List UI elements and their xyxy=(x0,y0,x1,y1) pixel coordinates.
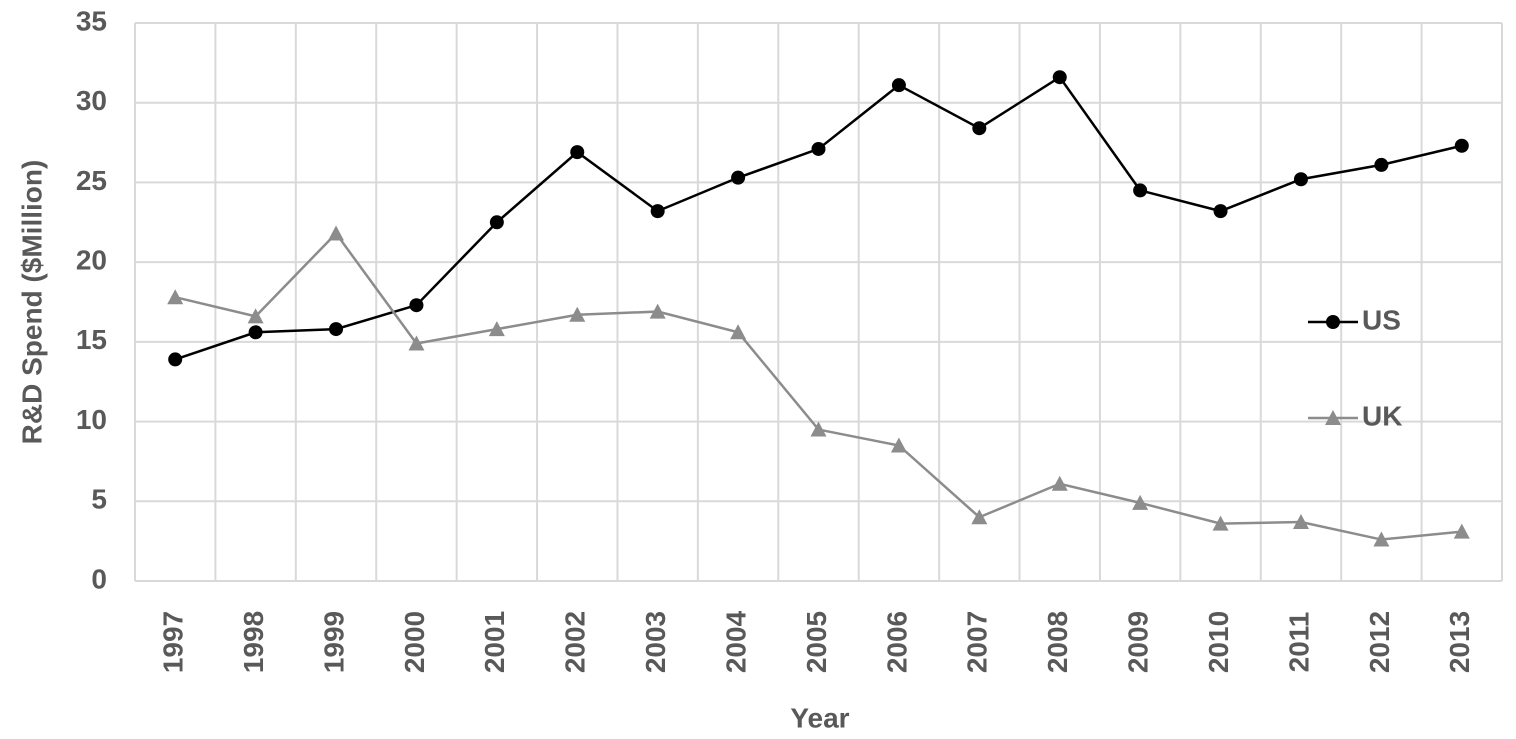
point xyxy=(1132,494,1149,510)
point xyxy=(408,335,425,351)
point xyxy=(409,298,424,313)
point xyxy=(488,321,505,337)
x-tick-label: 2006 xyxy=(881,611,912,673)
point xyxy=(971,509,988,525)
point xyxy=(649,303,666,319)
x-tick-label: 2000 xyxy=(399,611,430,673)
x-tick-label: 1999 xyxy=(318,611,349,673)
legend-marker xyxy=(1326,315,1340,329)
point xyxy=(489,215,504,230)
y-tick-label: 5 xyxy=(91,484,107,515)
point xyxy=(1213,204,1228,219)
point xyxy=(1454,138,1469,153)
point xyxy=(167,289,184,305)
point xyxy=(731,170,746,185)
point xyxy=(811,141,826,156)
y-tick-label: 30 xyxy=(76,85,107,116)
point xyxy=(730,324,747,340)
legend-label: US xyxy=(1362,304,1401,335)
legend-label: UK xyxy=(1362,400,1402,431)
series-line xyxy=(174,75,1463,361)
y-axis-label: R&D Spend ($Million) xyxy=(16,160,47,445)
point xyxy=(1373,531,1390,547)
x-tick-label: 2005 xyxy=(801,611,832,673)
x-tick-label: 2009 xyxy=(1123,611,1154,673)
point xyxy=(1293,172,1308,187)
x-tick-label: 2010 xyxy=(1203,611,1234,673)
point xyxy=(1052,70,1067,85)
x-tick-label: 2007 xyxy=(962,611,993,673)
point xyxy=(1292,514,1309,530)
series-line xyxy=(174,231,1462,541)
point xyxy=(328,225,345,241)
point xyxy=(247,308,264,324)
point xyxy=(569,306,586,322)
x-tick-label: 2013 xyxy=(1444,611,1475,673)
point xyxy=(329,322,344,337)
y-tick-label: 20 xyxy=(76,245,107,276)
point xyxy=(1374,157,1389,172)
point xyxy=(650,204,665,219)
point xyxy=(1453,523,1470,539)
x-tick-label: 1998 xyxy=(238,611,269,673)
x-tick-label: 2012 xyxy=(1364,611,1395,673)
point xyxy=(890,437,907,453)
y-tick-label: 10 xyxy=(76,404,107,435)
point xyxy=(1133,183,1148,198)
point xyxy=(570,145,585,160)
x-axis-label: Year xyxy=(790,702,849,733)
point xyxy=(972,121,987,136)
y-tick-label: 35 xyxy=(76,5,107,36)
x-tick-label: 2003 xyxy=(640,611,671,673)
y-tick-label: 0 xyxy=(91,563,107,594)
point xyxy=(810,421,827,437)
point xyxy=(1051,475,1068,491)
x-tick-label: 2002 xyxy=(560,611,591,673)
x-tick-label: 1997 xyxy=(158,611,189,673)
legend-marker xyxy=(1325,410,1341,425)
y-tick-label: 15 xyxy=(76,324,107,355)
x-tick-label: 2004 xyxy=(720,610,751,673)
point xyxy=(891,78,906,93)
point xyxy=(248,325,263,340)
x-tick-label: 2001 xyxy=(479,611,510,673)
point xyxy=(1212,515,1229,531)
x-tick-label: 2008 xyxy=(1042,611,1073,673)
point xyxy=(168,352,183,367)
y-tick-label: 25 xyxy=(76,165,107,196)
x-tick-label: 2011 xyxy=(1283,612,1314,673)
